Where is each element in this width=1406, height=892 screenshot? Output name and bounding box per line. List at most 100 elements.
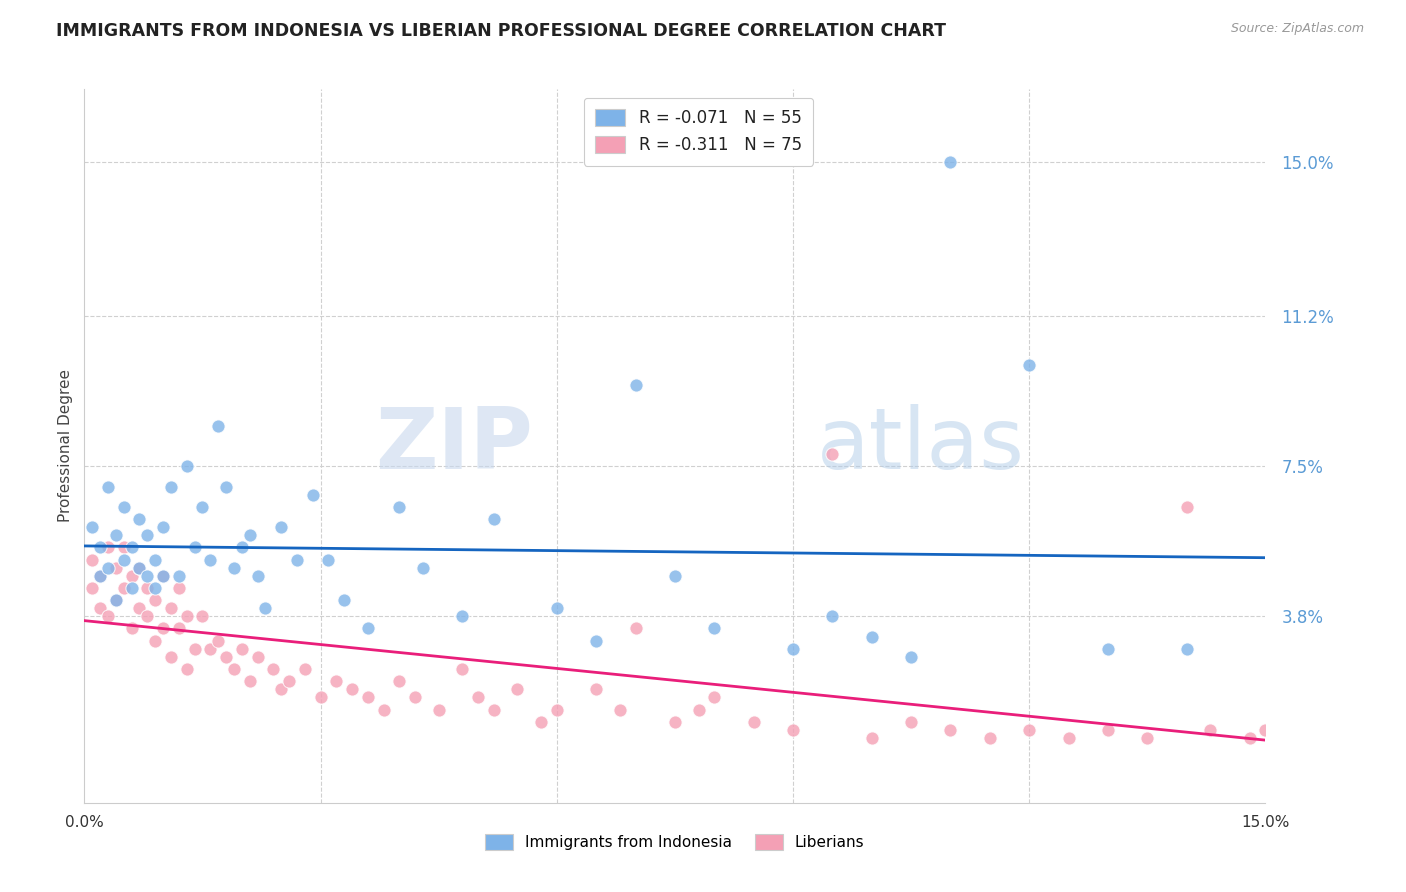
Point (143, 633, 166, 648)
Point (1136, 731, 1159, 745)
Point (207, 418, 229, 433)
Point (388, 674, 411, 689)
Point (340, 682, 363, 697)
Point (152, 520, 174, 534)
Point (262, 662, 284, 676)
Point (1018, 723, 1040, 737)
Point (404, 690, 426, 705)
Point (821, 609, 844, 624)
Point (246, 568, 269, 582)
Point (104, 593, 127, 607)
Point (609, 702, 631, 716)
Point (900, 714, 922, 729)
Point (143, 552, 166, 566)
Text: atlas: atlas (817, 404, 1025, 488)
Point (546, 702, 568, 716)
Point (979, 731, 1001, 745)
Text: IMMIGRANTS FROM INDONESIA VS LIBERIAN PROFESSIONAL DEGREE CORRELATION CHART: IMMIGRANTS FROM INDONESIA VS LIBERIAN PR… (56, 22, 946, 40)
Point (451, 609, 474, 624)
Point (82, 552, 104, 566)
Point (128, 601, 150, 615)
Point (82, 520, 104, 534)
Point (664, 568, 686, 582)
Point (546, 601, 568, 615)
Point (285, 552, 308, 566)
Point (688, 702, 710, 716)
Point (451, 662, 474, 676)
Point (89, 568, 111, 582)
Point (167, 581, 190, 595)
Point (325, 674, 347, 689)
Point (121, 581, 143, 595)
Point (860, 630, 883, 644)
Point (231, 641, 253, 656)
Point (143, 593, 166, 607)
Point (152, 622, 174, 636)
Point (97, 609, 120, 624)
Point (112, 581, 135, 595)
Point (482, 702, 505, 716)
Point (104, 593, 127, 607)
Point (294, 662, 316, 676)
Point (309, 690, 332, 705)
Point (821, 447, 844, 461)
Point (782, 723, 804, 737)
Point (585, 633, 607, 648)
Point (97, 541, 120, 555)
Point (128, 512, 150, 526)
Point (782, 641, 804, 656)
Point (270, 520, 292, 534)
Point (183, 541, 205, 555)
Point (104, 560, 127, 574)
Point (200, 552, 222, 566)
Point (427, 702, 450, 716)
Point (318, 552, 340, 566)
Point (136, 568, 159, 582)
Point (160, 601, 183, 615)
Point (664, 714, 686, 729)
Point (1254, 723, 1277, 737)
Point (152, 568, 174, 582)
Point (860, 731, 883, 745)
Point (412, 560, 434, 574)
Text: Source: ZipAtlas.com: Source: ZipAtlas.com (1230, 22, 1364, 36)
Point (742, 714, 765, 729)
Point (939, 723, 962, 737)
Point (278, 674, 301, 689)
Point (373, 702, 395, 716)
Point (82, 581, 104, 595)
Point (530, 714, 553, 729)
Point (176, 662, 198, 676)
Point (239, 674, 262, 689)
Point (703, 622, 725, 636)
Point (121, 568, 143, 582)
Point (121, 541, 143, 555)
Point (136, 528, 159, 542)
Point (1175, 500, 1198, 514)
Point (1018, 358, 1040, 372)
Point (900, 649, 922, 664)
Point (222, 560, 245, 574)
Point (183, 641, 205, 656)
Point (1239, 731, 1261, 745)
Point (97, 479, 120, 493)
Point (89, 601, 111, 615)
Point (152, 568, 174, 582)
Point (270, 682, 292, 697)
Point (160, 649, 183, 664)
Point (1097, 723, 1119, 737)
Point (357, 622, 380, 636)
Point (254, 601, 277, 615)
Point (112, 500, 135, 514)
Point (128, 560, 150, 574)
Point (239, 528, 262, 542)
Point (191, 500, 214, 514)
Point (506, 682, 529, 697)
Point (231, 541, 253, 555)
Point (388, 500, 411, 514)
Y-axis label: Professional Degree: Professional Degree (58, 369, 73, 523)
Point (104, 528, 127, 542)
Point (467, 690, 489, 705)
Point (215, 649, 238, 664)
Point (136, 581, 159, 595)
